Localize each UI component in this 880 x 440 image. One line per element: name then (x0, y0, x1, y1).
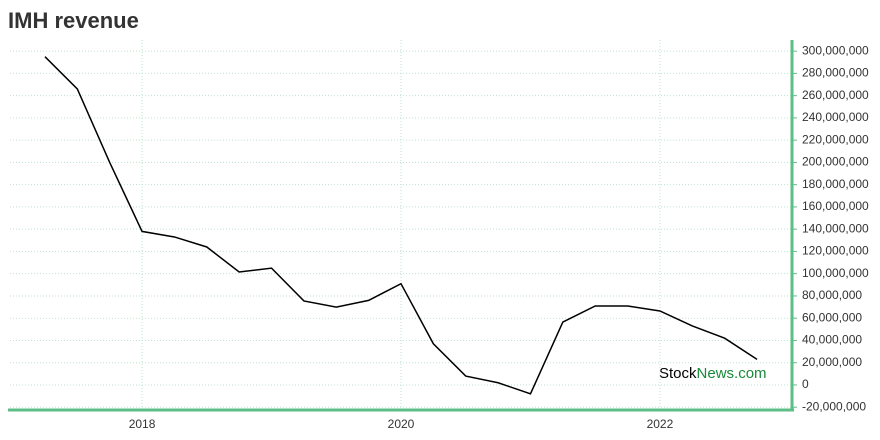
y-tick-label: 0 (802, 377, 809, 391)
y-tick-label: 20,000,000 (802, 355, 862, 369)
x-tick-label: 2022 (647, 417, 674, 431)
x-tick-label: 2020 (388, 417, 415, 431)
watermark-part: News.com (697, 365, 767, 382)
y-tick-label: 240,000,000 (802, 110, 869, 124)
chart-title: IMH revenue (8, 8, 139, 33)
x-tick-label: 2018 (129, 417, 156, 431)
line-series (44, 56, 758, 395)
y-tick-label: 200,000,000 (802, 155, 869, 169)
y-tick-label: 100,000,000 (802, 266, 869, 280)
y-tick-label: 180,000,000 (802, 177, 869, 191)
y-tick-label: 260,000,000 (802, 88, 869, 102)
y-tick-label: 120,000,000 (802, 244, 869, 258)
y-tick-label: -20,000,000 (802, 399, 866, 413)
y-tick-label: 300,000,000 (802, 43, 869, 57)
y-tick-label: 60,000,000 (802, 310, 862, 324)
y-tick-label: 40,000,000 (802, 333, 862, 347)
y-tick-label: 80,000,000 (802, 288, 862, 302)
watermark-part: Stock (659, 365, 697, 382)
y-tick-label: 160,000,000 (802, 199, 869, 213)
y-tick-label: 140,000,000 (802, 221, 869, 235)
y-tick-label: 220,000,000 (802, 132, 869, 146)
y-tick-label: 280,000,000 (802, 66, 869, 80)
watermark: StockNews.com (659, 365, 767, 382)
